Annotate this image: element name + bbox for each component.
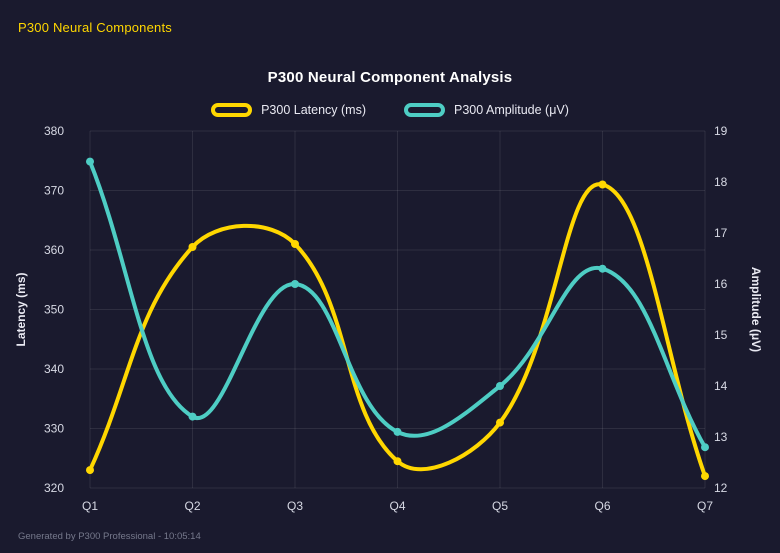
- x-axis-tick: Q3: [287, 499, 303, 513]
- data-point[interactable]: [598, 180, 607, 189]
- right-axis-tick: 19: [714, 124, 728, 138]
- data-point[interactable]: [86, 466, 94, 475]
- data-point[interactable]: [496, 418, 504, 427]
- right-axis-tick: 13: [714, 430, 728, 444]
- left-axis-tick: 340: [44, 362, 64, 376]
- x-axis-tick: Q6: [594, 499, 610, 513]
- right-axis-tick: 12: [714, 481, 728, 495]
- x-axis-tick: Q7: [697, 499, 713, 513]
- legend-item-latency[interactable]: P300 Latency (ms): [211, 103, 366, 117]
- right-axis-tick: 16: [714, 277, 728, 291]
- left-axis-tick: 320: [44, 481, 64, 495]
- legend-marker-icon: [211, 103, 253, 117]
- right-axis-tick: 15: [714, 328, 728, 342]
- data-point[interactable]: [701, 472, 709, 481]
- left-axis-tick: 330: [44, 422, 64, 436]
- chart-title: P300 Neural Component Analysis: [267, 69, 513, 86]
- right-axis-tick: 14: [714, 379, 728, 393]
- left-axis-tick: 350: [44, 303, 64, 317]
- x-axis-tick: Q2: [184, 499, 200, 513]
- x-axis-tick: Q4: [389, 499, 405, 513]
- data-point[interactable]: [496, 382, 504, 390]
- x-axis-tick: Q1: [82, 499, 98, 513]
- data-point[interactable]: [291, 280, 299, 288]
- legend-label: P300 Amplitude (μV): [454, 103, 569, 117]
- latency-series: [86, 180, 709, 481]
- left-axis-tick: 380: [44, 124, 64, 138]
- chart-legend: P300 Latency (ms) P300 Amplitude (μV): [0, 103, 780, 117]
- left-axis-title: Latency (ms): [14, 272, 28, 346]
- data-point[interactable]: [701, 443, 709, 452]
- axis-ticks: 320 330 340 350 360 370 380 12 13 14 15 16 17 18 19 Q1 Q…: [44, 124, 728, 513]
- data-point[interactable]: [291, 240, 299, 248]
- page-title: P300 Neural Components: [18, 20, 172, 35]
- legend-item-amplitude[interactable]: P300 Amplitude (μV): [404, 103, 569, 117]
- legend-label: P300 Latency (ms): [261, 103, 366, 117]
- footer-status-text: Generated by P300 Professional - 10:05:1…: [18, 531, 201, 542]
- right-axis-tick: 18: [714, 175, 728, 189]
- line-chart: 320 330 340 350 360 370 380 12 13 14 15 16 17 18 19 Q1 Q…: [14, 124, 763, 513]
- right-axis-title: Amplitude (μV): [749, 267, 763, 352]
- grid: [89, 130, 706, 489]
- x-axis-tick: Q5: [492, 499, 508, 513]
- amplitude-series: [86, 157, 709, 452]
- left-axis-tick: 360: [44, 243, 64, 257]
- data-point[interactable]: [86, 157, 94, 166]
- data-point[interactable]: [598, 264, 607, 273]
- data-point[interactable]: [393, 457, 402, 466]
- right-axis-tick: 17: [714, 226, 728, 240]
- data-point[interactable]: [188, 412, 197, 421]
- legend-marker-icon: [404, 103, 445, 117]
- left-axis-tick: 370: [44, 184, 64, 198]
- data-point[interactable]: [393, 427, 402, 436]
- data-point[interactable]: [188, 243, 197, 251]
